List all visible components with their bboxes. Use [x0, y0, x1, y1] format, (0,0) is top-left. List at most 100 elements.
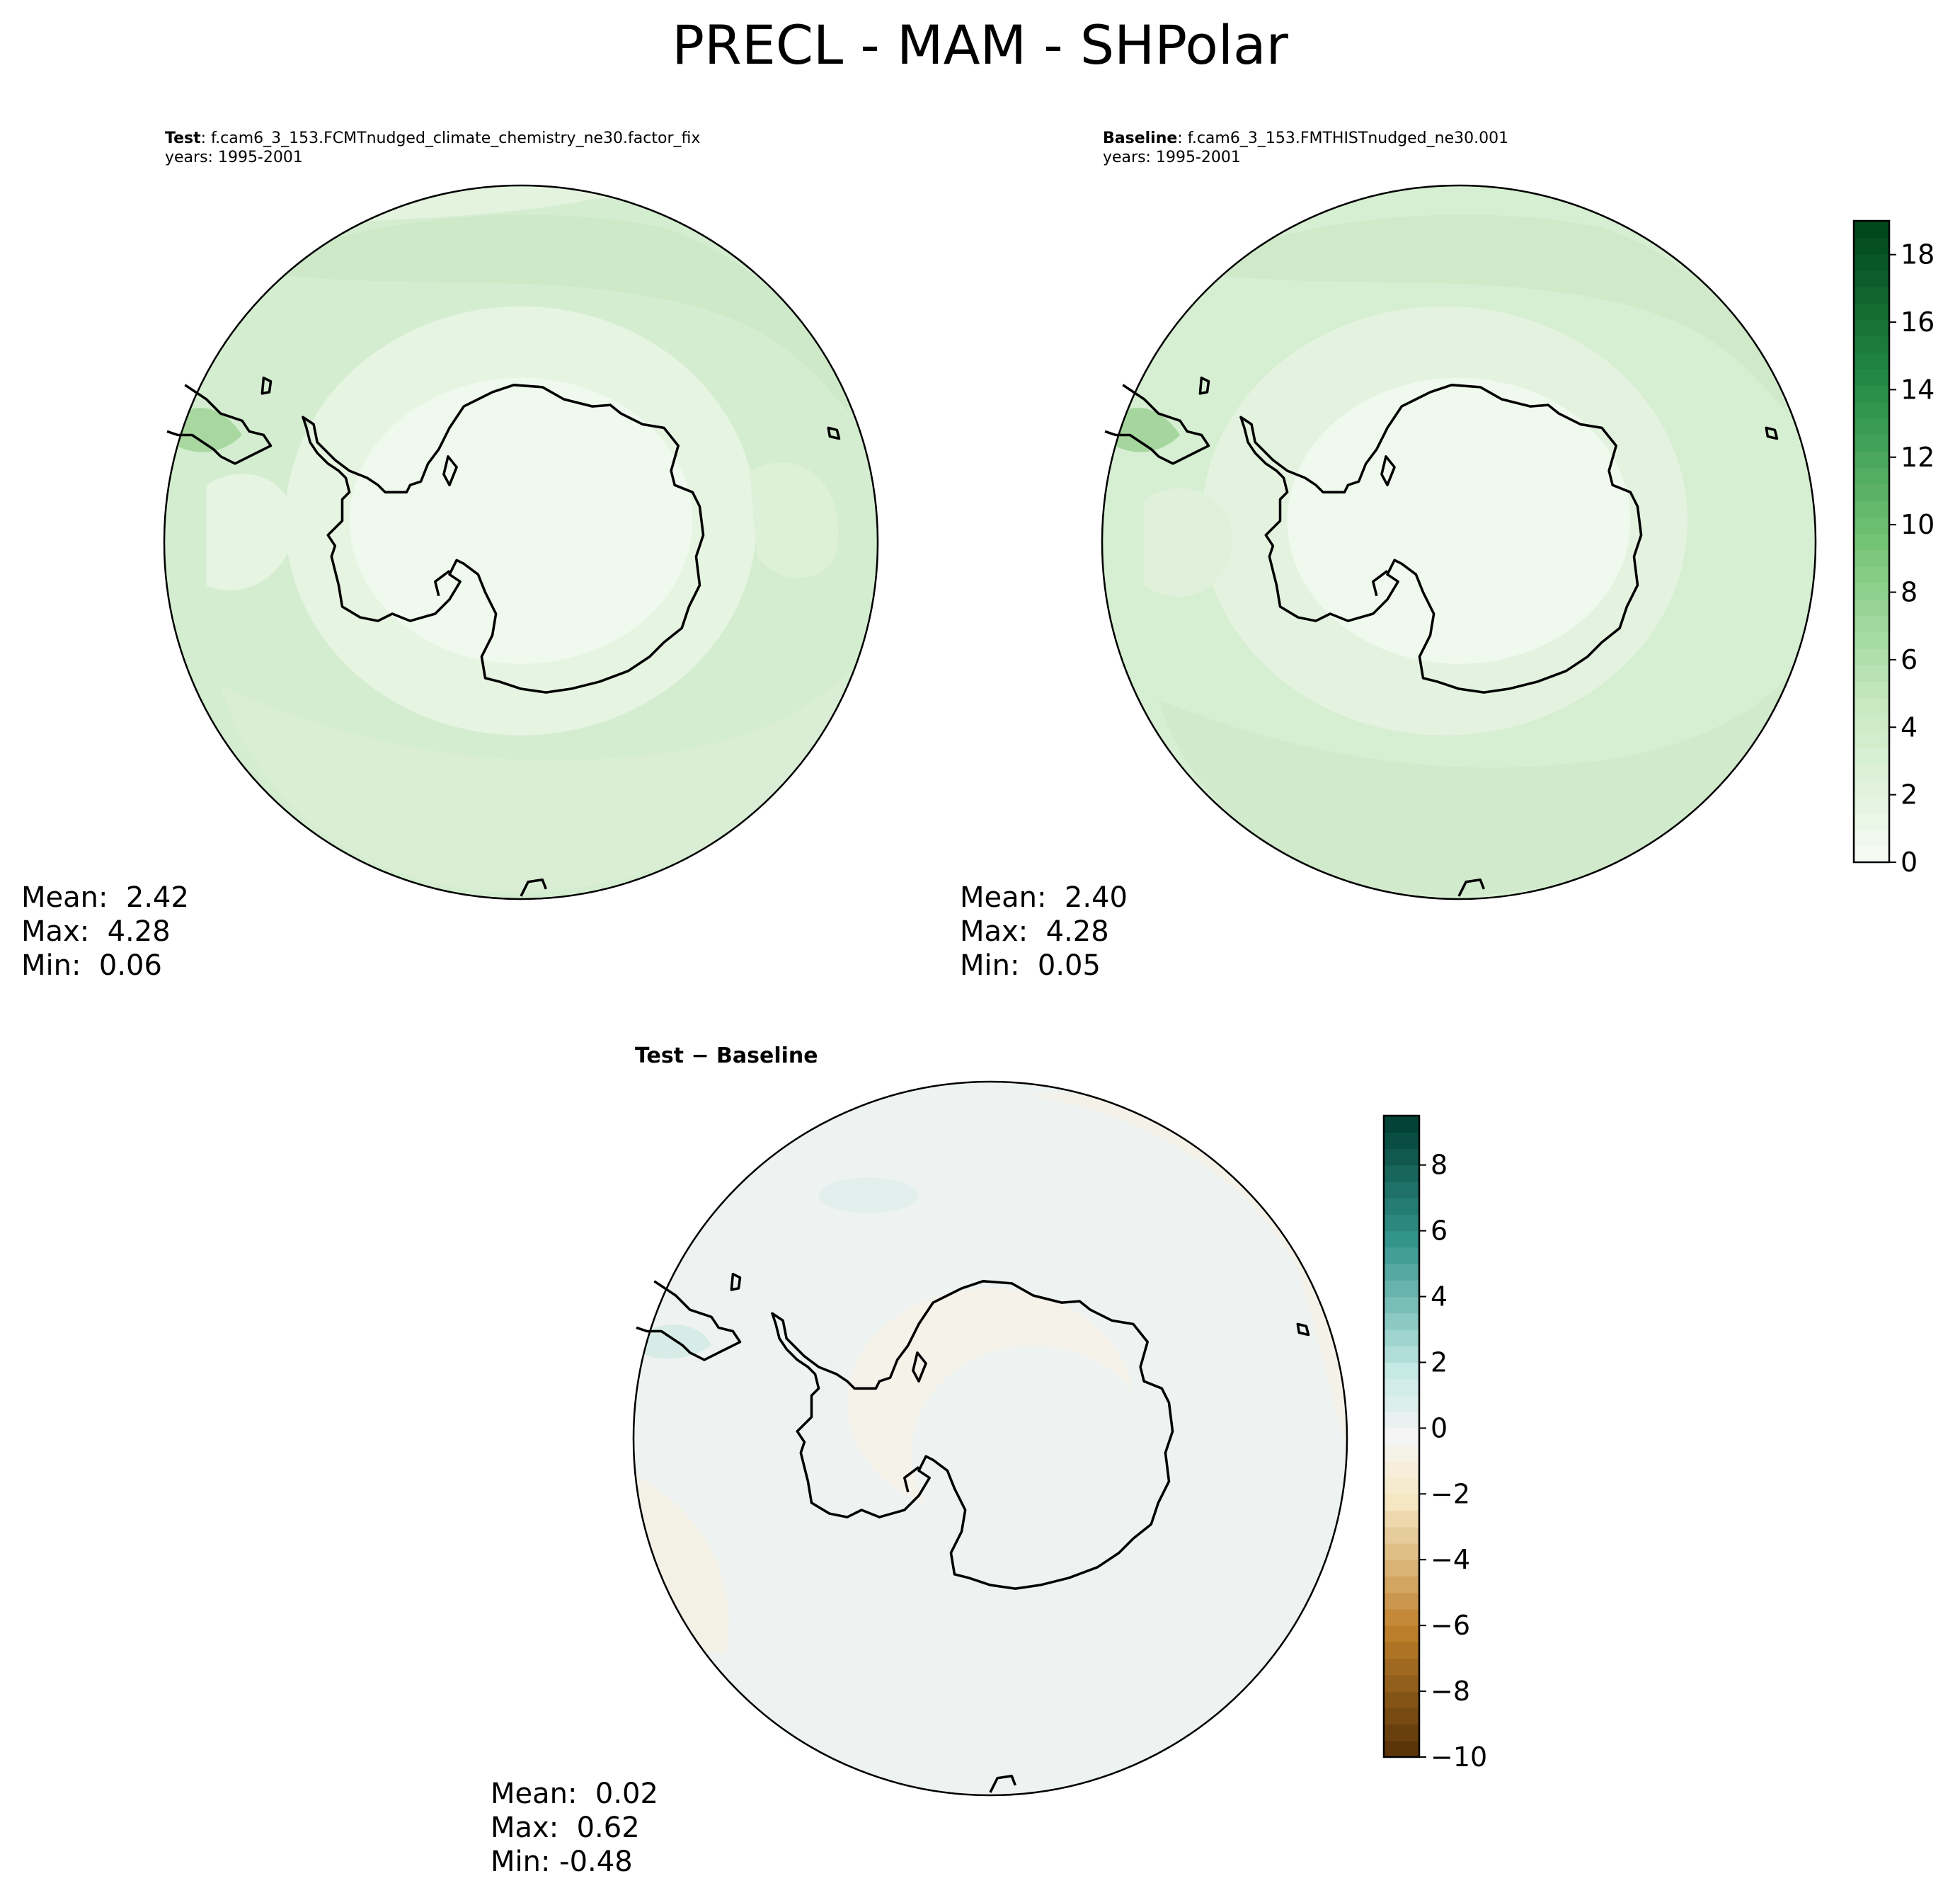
colorbar-tick-label: 8: [1431, 1150, 1448, 1181]
colorbar-tick-label: 2: [1431, 1346, 1448, 1378]
colorbar-band: [1854, 484, 1889, 501]
colorbar-tick-label: 8: [1901, 577, 1918, 608]
colorbar-band: [1384, 1625, 1419, 1642]
colorbar-band: [1854, 714, 1889, 731]
colorbar-tick-label: 4: [1431, 1281, 1448, 1312]
colorbar-tick-label: 4: [1901, 711, 1918, 743]
colorbar-band: [1384, 1116, 1419, 1133]
colorbar-band: [1384, 1724, 1419, 1741]
small-island-bottom: [989, 1774, 1016, 1793]
colorbar-band: [1384, 1312, 1419, 1330]
colorbar-tick-label: 10: [1901, 509, 1935, 540]
colorbar-band: [1854, 401, 1889, 419]
baseline-case-name: : f.cam6_3_153.FMTHISTnudged_ne30.001: [1177, 130, 1509, 147]
south-america-coastline: [1104, 384, 1210, 465]
difference-max: Max: 0.62: [491, 1812, 640, 1844]
south-america-island: [730, 1272, 742, 1291]
colorbar-band: [1384, 1395, 1419, 1412]
difference-stats: Mean: 0.02 Max: 0.62 Min: -0.48: [491, 1777, 658, 1879]
baseline-panel-title: Baseline: f.cam6_3_153.FMTHISTnudged_ne3…: [1103, 129, 1508, 167]
colorbar-band: [1384, 1477, 1419, 1494]
test-years: years: 1995-2001: [165, 149, 303, 166]
south-america-island: [260, 376, 273, 395]
colorbar-band: [1384, 1132, 1419, 1150]
difference-polar-map: [632, 1080, 1348, 1797]
colorbar-band: [1854, 549, 1889, 567]
baseline-years: years: 1995-2001: [1103, 149, 1241, 166]
map-boundary: [1101, 184, 1817, 900]
colorbar-band: [1854, 221, 1889, 238]
colorbar-tick-label: 18: [1901, 239, 1935, 270]
colorbar-band: [1854, 418, 1889, 435]
test-panel-title: Test: f.cam6_3_153.FCMTnudged_climate_ch…: [165, 129, 700, 167]
colorbar-band: [1384, 1362, 1419, 1380]
south-america-island: [1198, 376, 1210, 395]
colorbar-band: [1854, 237, 1889, 255]
colorbar-band: [1854, 467, 1889, 485]
difference-panel-title: Test − Baseline: [635, 1043, 818, 1068]
colorbar-tick-label: 6: [1901, 644, 1918, 675]
colorbar-band: [1384, 1148, 1419, 1166]
difference-mean: Mean: 0.02: [491, 1778, 658, 1810]
colorbar-tick-label: 6: [1431, 1215, 1448, 1247]
colorbar-band: [1854, 763, 1889, 781]
small-island-bottom: [520, 878, 547, 897]
colorbar-band: [1854, 500, 1889, 517]
colorbar-band: [1854, 681, 1889, 699]
colorbar-tick-label: −8: [1431, 1676, 1470, 1707]
colorbar-band: [1854, 385, 1889, 403]
colorbar-band: [1384, 1608, 1419, 1626]
colorbar-band: [1854, 747, 1889, 765]
colorbar-tick-label: 16: [1901, 307, 1935, 338]
colorbar-band: [1854, 517, 1889, 534]
colorbar-band: [1384, 1707, 1419, 1725]
colorbar-band: [1384, 1247, 1419, 1264]
colorbar-tick-label: −2: [1431, 1478, 1470, 1509]
colorbar-band: [1384, 1346, 1419, 1363]
antarctica-coastline: [302, 384, 705, 694]
colorbar-band: [1854, 615, 1889, 633]
colorbar-band: [1384, 1560, 1419, 1577]
colorbar-band: [1854, 813, 1889, 830]
map-boundary: [163, 184, 879, 900]
baseline-label: Baseline: [1103, 130, 1178, 147]
colorbar-band: [1384, 1181, 1419, 1198]
colorbar-band: [1854, 286, 1889, 304]
colorbar-tick-label: 12: [1901, 442, 1935, 473]
new-zealand-coastline: [1765, 426, 1779, 440]
colorbar-band: [1384, 1592, 1419, 1610]
colorbar-band: [1384, 1740, 1419, 1758]
test-polar-map: [163, 184, 879, 900]
colorbar-band: [1854, 779, 1889, 797]
colorbar-band: [1384, 1230, 1419, 1248]
small-island-bottom: [1457, 878, 1485, 897]
colorbar-band: [1384, 1296, 1419, 1314]
colorbar-band: [1854, 648, 1889, 665]
test-max: Max: 4.28: [21, 915, 171, 948]
colorbar-tick-label: 14: [1901, 374, 1935, 405]
colorbar-band: [1384, 1510, 1419, 1528]
colorbar-band: [1854, 796, 1889, 813]
colorbar-band: [1854, 599, 1889, 617]
colorbar-band: [1384, 1198, 1419, 1215]
colorbar-band: [1384, 1329, 1419, 1346]
difference-colorbar: −10 −8 −6 −4 −2 0 2 4 6 8: [1382, 1114, 1487, 1773]
colorbar-band: [1854, 319, 1889, 337]
colorbar-band: [1854, 270, 1889, 287]
colorbar-band: [1854, 352, 1889, 370]
colorbar-band: [1854, 631, 1889, 649]
test-stats: Mean: 2.42 Max: 4.28 Min: 0.06: [21, 881, 189, 983]
antarctica-coastline: [771, 1280, 1174, 1590]
baseline-polar-map: [1101, 184, 1817, 900]
colorbar-band: [1384, 1658, 1419, 1676]
map-boundary: [632, 1080, 1348, 1797]
south-america-coastline: [166, 384, 273, 465]
difference-min: Min: -0.48: [491, 1846, 633, 1878]
colorbar-frame: [1852, 219, 1891, 864]
peninsula-island: [442, 455, 458, 486]
colorbar-band: [1384, 1526, 1419, 1544]
precip-colorbar: 0 2 4 6 8 10 12 14 16 18: [1852, 219, 1935, 878]
baseline-stats: Mean: 2.40 Max: 4.28 Min: 0.05: [960, 881, 1128, 983]
test-mean: Mean: 2.42: [21, 881, 189, 914]
colorbar-tick-label: 2: [1901, 779, 1918, 811]
